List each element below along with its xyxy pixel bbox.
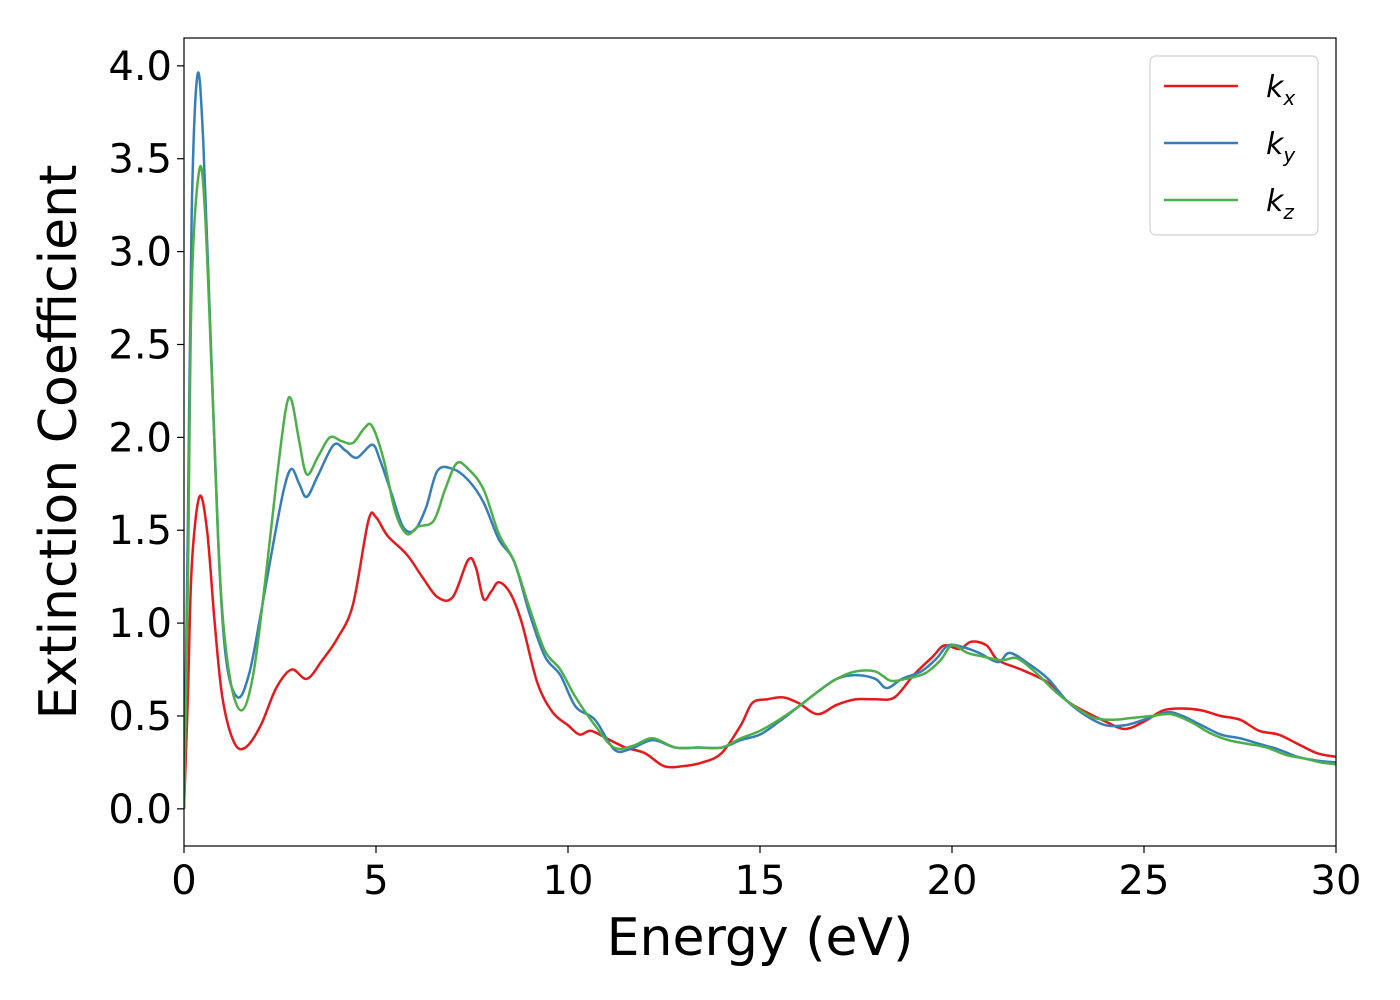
x-tick-label: 20 bbox=[927, 858, 978, 904]
y-tick-label: 0.0 bbox=[108, 787, 172, 833]
x-tick-label: 25 bbox=[1119, 858, 1170, 904]
x-axis: 0 5 10 15 20 25 30 bbox=[171, 846, 1361, 904]
series-line-k-z bbox=[184, 164, 1336, 809]
legend-box bbox=[1149, 55, 1319, 236]
x-tick-label: 10 bbox=[543, 858, 594, 904]
y-tick-label: 2.0 bbox=[108, 415, 172, 461]
legend-label-k-x: kx bbox=[1266, 70, 1295, 110]
y-axis: 0.0 0.5 1.0 1.5 2.0 2.5 3.0 3.5 4.0 bbox=[108, 44, 184, 833]
y-tick-label: 4.0 bbox=[108, 44, 172, 90]
y-tick-label: 1.0 bbox=[108, 601, 172, 647]
series-line-k-x bbox=[184, 494, 1336, 809]
series-layer bbox=[184, 71, 1336, 809]
y-tick-label: 2.5 bbox=[108, 322, 172, 368]
legend-label-k-z: kz bbox=[1266, 184, 1294, 224]
y-axis-label: Extinction Coefficient bbox=[29, 165, 89, 720]
x-axis-label: Energy (eV) bbox=[607, 908, 914, 968]
x-tick-label: 0 bbox=[171, 858, 196, 904]
legend-label-k-y: ky bbox=[1266, 127, 1296, 167]
legend: kx ky kz bbox=[1149, 55, 1319, 236]
x-tick-label: 30 bbox=[1311, 858, 1362, 904]
y-tick-label: 0.5 bbox=[108, 694, 172, 740]
y-tick-label: 1.5 bbox=[108, 508, 172, 554]
y-tick-label: 3.0 bbox=[108, 230, 172, 276]
y-tick-label: 3.5 bbox=[108, 137, 172, 183]
series-line-k-y bbox=[184, 71, 1336, 809]
x-tick-label: 15 bbox=[735, 858, 786, 904]
x-tick-label: 5 bbox=[363, 858, 388, 904]
